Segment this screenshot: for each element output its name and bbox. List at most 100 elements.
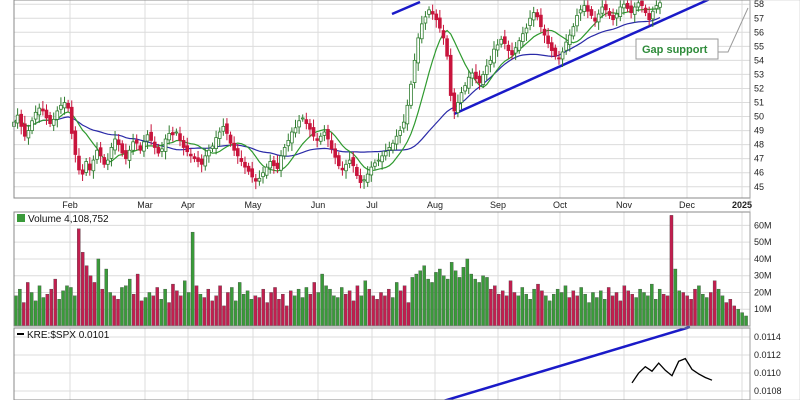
candle-body	[138, 145, 143, 151]
candle-body	[156, 147, 161, 154]
candle-body	[19, 113, 24, 127]
volume-bar	[37, 285, 42, 327]
candle-body	[459, 92, 464, 103]
candle-body	[160, 148, 164, 152]
volume-bar	[159, 299, 163, 327]
ratio-y-tick-label: 0.0112	[754, 350, 781, 360]
x-tick-label: Nov	[616, 200, 633, 210]
volume-bar	[214, 295, 218, 327]
candle-body	[181, 140, 186, 148]
panel-frames	[13, 0, 800, 400]
price-y-tick-label: 58	[754, 0, 764, 9]
candle-body	[398, 130, 402, 136]
candle-body	[326, 129, 330, 140]
x-tick-label: 2025	[732, 200, 752, 210]
candle-body	[210, 145, 215, 149]
candle-body	[420, 23, 424, 40]
volume-bar	[277, 299, 281, 327]
volume-bar	[336, 297, 340, 327]
volume-bar	[708, 292, 713, 327]
candle-body	[344, 163, 348, 172]
candle-body	[575, 15, 579, 27]
volume-bar	[465, 258, 470, 327]
candle-body	[376, 159, 381, 162]
volume-bar	[289, 290, 293, 327]
volume-bar	[147, 292, 152, 327]
volume-bar	[367, 288, 371, 327]
candle-body	[127, 149, 132, 161]
candle-body	[650, 10, 655, 20]
volume-bar	[669, 215, 674, 327]
candle-body	[207, 149, 211, 157]
volume-y-tick-label: 60M	[754, 220, 772, 230]
volume-bar	[728, 299, 733, 327]
volume-bar	[65, 285, 69, 327]
candle-body	[329, 140, 334, 150]
volume-bar	[626, 290, 630, 327]
candle-body	[113, 138, 117, 151]
candle-body	[250, 168, 254, 178]
volume-bar	[689, 299, 693, 327]
ratio-y-tick-label: 0.0108	[754, 386, 782, 396]
ratio-y-tick-label: 0.0114	[754, 332, 781, 342]
volume-y-tick-label: 10M	[754, 304, 772, 314]
volume-bar	[22, 302, 26, 327]
volume-bar	[328, 288, 332, 327]
volume-bar	[108, 292, 112, 327]
volume-bar	[45, 293, 50, 327]
candle-body	[282, 147, 287, 157]
candle-body	[268, 161, 273, 169]
volume-bar	[41, 297, 46, 327]
candle-body	[214, 137, 218, 149]
volume-bar	[657, 288, 662, 327]
candle-body	[578, 9, 583, 14]
volume-bar	[57, 299, 61, 327]
candle-body	[98, 147, 103, 157]
candle-body	[149, 131, 153, 141]
candle-body	[261, 172, 265, 178]
volume-bar	[312, 282, 316, 327]
volume-bar	[512, 292, 517, 327]
ratio-trendline	[442, 325, 691, 400]
candle-body	[192, 156, 197, 160]
candle-body	[448, 54, 453, 96]
candle-body	[347, 159, 352, 164]
volume-bar	[406, 302, 411, 327]
volume-bar	[249, 299, 254, 327]
volume-bar	[351, 300, 356, 327]
ratio-line	[631, 357, 713, 384]
volume-bar	[567, 297, 572, 327]
volume-bar	[151, 295, 156, 327]
volume-bar	[414, 273, 419, 327]
candle-body	[272, 160, 276, 167]
price-candles	[12, 0, 662, 190]
candle-body	[438, 17, 442, 29]
candle-body	[145, 134, 150, 142]
candle-body	[33, 111, 38, 120]
candle-body	[55, 110, 60, 120]
axis-column-frame	[749, 0, 800, 400]
volume-bar	[300, 297, 305, 327]
volume-bar	[183, 280, 187, 327]
volume-bar	[77, 228, 81, 327]
volume-bar	[716, 288, 721, 327]
volume-bar	[469, 273, 473, 327]
candle-body	[102, 157, 107, 165]
ratio-y-tick-label: 0.0110	[754, 368, 781, 378]
volume-bar	[642, 292, 646, 327]
candle-body	[542, 28, 547, 36]
volume-bar	[132, 293, 136, 327]
candle-body	[387, 147, 392, 151]
volume-bar	[33, 300, 38, 327]
volume-bar	[614, 292, 619, 327]
candle-body	[586, 5, 590, 12]
volume-bar	[673, 268, 678, 327]
candle-body	[23, 123, 27, 137]
volume-bar	[112, 295, 116, 327]
volume-bar	[563, 285, 568, 327]
volume-bar	[705, 297, 709, 327]
volume-bar	[324, 285, 328, 327]
volume-legend-text: Volume 4,108,752	[28, 214, 109, 225]
candle-body	[95, 149, 99, 160]
candle-body	[452, 92, 457, 112]
